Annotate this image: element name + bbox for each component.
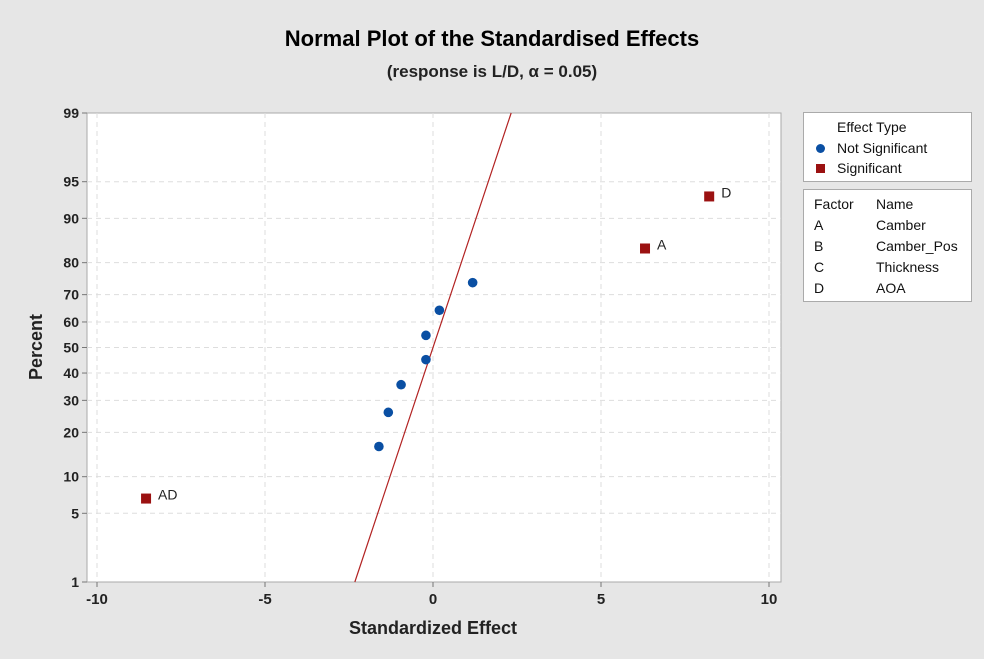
data-point-not-significant [396, 379, 406, 390]
factor-name: Thickness [876, 259, 940, 275]
x-tick-label: 10 [761, 591, 778, 608]
y-tick-label: 70 [63, 287, 79, 303]
y-tick-label: 50 [63, 340, 79, 356]
x-tick-label: -5 [258, 591, 271, 608]
point-label: D [721, 184, 731, 200]
x-tick-label: -10 [86, 591, 108, 608]
factor-name: Camber_Pos [876, 238, 958, 254]
data-point-not-significant [421, 330, 431, 341]
name-header: Name [876, 196, 914, 212]
x-axis-label: Standardized Effect [349, 618, 517, 638]
legend-entry-significant: Significant [816, 159, 902, 177]
effect-type-legend: Effect Type Not Significant Significant [803, 112, 972, 182]
data-point-not-significant [374, 441, 384, 452]
point-label: AD [158, 487, 177, 503]
factor-name: Camber [876, 217, 926, 233]
data-point-significant [640, 243, 651, 254]
y-tick-label: 5 [71, 505, 79, 521]
y-tick-label: 99 [63, 105, 79, 121]
circle-marker-icon [816, 143, 825, 153]
legend-label: Significant [837, 160, 902, 176]
square-marker-icon [816, 163, 825, 173]
y-tick-label: 20 [63, 424, 79, 440]
data-point-significant [704, 191, 715, 202]
y-tick-label: 1 [71, 574, 79, 590]
factor-code: A [814, 217, 824, 233]
legend-label: Not Significant [837, 140, 928, 156]
legend-entry-not-significant: Not Significant [816, 139, 927, 157]
reference-line [354, 112, 512, 583]
y-tick-label: 95 [63, 174, 79, 190]
data-point-significant [141, 493, 152, 504]
factor-code: D [814, 280, 825, 296]
chart-subtitle: (response is L/D, α = 0.05) [386, 62, 598, 81]
x-tick-label: 0 [429, 591, 437, 608]
factor-code: C [814, 259, 825, 275]
data-point-not-significant [421, 354, 431, 365]
factor-name: AOA [876, 280, 906, 296]
y-tick-label: 60 [63, 314, 79, 330]
data-point-not-significant [383, 407, 394, 418]
factor-table: Factor Name A Camber B Camber_Pos C Thic… [803, 189, 972, 302]
point-label: A [657, 236, 667, 252]
factor-header: Factor [814, 196, 854, 212]
y-tick-label: 90 [63, 210, 79, 226]
x-tick-label: 5 [597, 591, 605, 608]
legend-title: Effect Type [837, 119, 907, 135]
y-axis-label: Percent [26, 314, 46, 380]
y-tick-label: 10 [63, 469, 79, 485]
chart-title: Normal Plot of the Standardised Effects [284, 26, 700, 51]
y-tick-label: 40 [63, 365, 79, 381]
y-tick-label: 30 [63, 392, 79, 408]
data-point-not-significant [467, 277, 478, 288]
factor-code: B [814, 238, 824, 254]
data-point-not-significant [434, 305, 445, 316]
y-tick-label: 80 [63, 255, 79, 271]
